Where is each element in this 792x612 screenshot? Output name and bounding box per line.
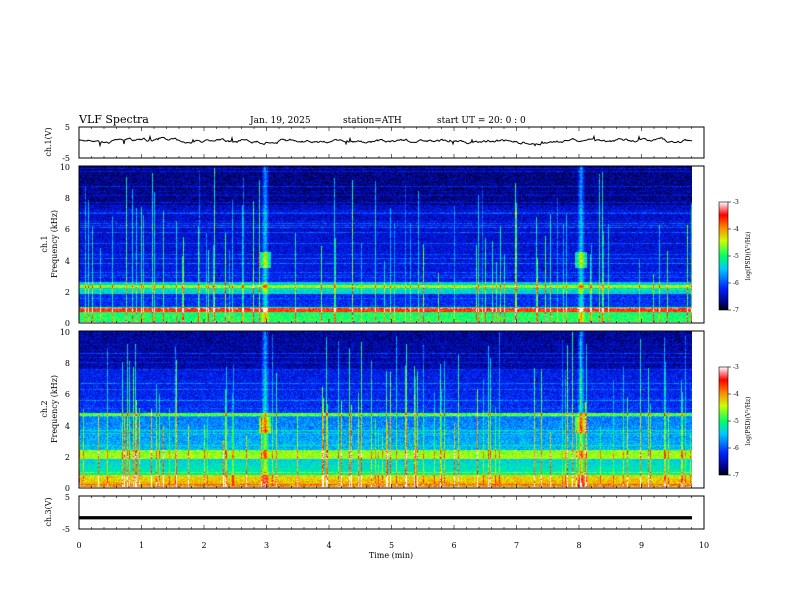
xtick-0: 0 [76,541,81,550]
ch2-ytick-0: 0 [65,484,70,493]
ch2-spectrogram-panel: 0 2 4 6 8 10 ch.2 Frequency (kHz) [40,328,705,493]
ch3-ytick-top: 5 [65,493,70,502]
ch2-spectrogram-ylabel-frequency: Frequency (kHz) [50,375,59,443]
xtick-1: 1 [139,541,144,550]
cb2-tick-m7: -7 [733,472,739,479]
ch2-ytick-6: 6 [65,390,70,399]
ch2-spectrogram-ticks [78,331,705,488]
ch2-spectrogram-image [79,331,692,487]
ch2-colorbar: -3 -4 -5 -6 -7 log(PSD)(V²/Hz) [718,364,752,479]
ch2-spectrogram-ylabel-channel: ch.2 [40,400,49,417]
cb1-tick-m6: -6 [733,280,739,287]
ch3-waveform-ticks [78,496,705,529]
xtick-5: 5 [389,541,394,550]
xtick-4: 4 [326,541,331,550]
ch1-ytick-8: 8 [65,194,70,203]
ch1-ytick-0: 0 [65,319,70,328]
ch1-ytick-bottom: -5 [62,154,70,163]
cb1-tick-m4: -4 [733,226,739,233]
cb2-label: log(PSD)(V²/Hz) [745,397,752,446]
ch3-ytick-bottom: -5 [62,525,70,534]
cb1-tick-m5: -5 [733,253,739,260]
ch1-ytick-2: 2 [65,288,70,297]
ch1-ytick-top: 5 [65,123,70,132]
xtick-3: 3 [264,541,269,550]
time-tick-labels: 0 1 2 3 4 5 6 7 8 9 10 [76,541,709,550]
ch1-ytick-6: 6 [65,225,70,234]
ch1-waveform-ticks [78,127,705,158]
ch2-ytick-4: 4 [65,422,70,431]
xtick-8: 8 [576,541,581,550]
ch1-waveform-ylabel: ch.1(V) [44,127,53,156]
xtick-9: 9 [639,541,644,550]
ch1-spectrogram-ylabel-channel: ch.1 [40,235,49,252]
xtick-6: 6 [451,541,456,550]
ch3-waveform-ylabel: ch.3(V) [44,497,53,526]
ch3-waveform-panel: 5 -5 ch.3(V) 0 1 2 3 4 5 6 7 8 9 10 Time… [44,493,709,560]
ch1-spectrogram-ticks [78,166,705,323]
xtick-2: 2 [201,541,206,550]
ch1-spectrogram-panel: 0 2 4 6 8 10 ch.1 Frequency (kHz) [40,163,705,328]
figure-title: VLF Spectra [78,113,149,126]
ch1-colorbar: -3 -4 -5 -6 -7 log(PSD)(V²/Hz) [718,199,752,314]
ch1-spectrogram-ylabel-frequency: Frequency (kHz) [50,210,59,278]
start-time-label: start UT = 20: 0 : 0 [437,116,526,126]
cb2-tick-m4: -4 [733,391,739,398]
ch1-ytick-4: 4 [65,257,70,266]
ch2-freq-tick-labels: 0 2 4 6 8 10 [60,328,70,493]
xtick-7: 7 [514,541,519,550]
ch1-spectrogram-image [79,166,692,322]
ch1-waveform-trace [78,134,693,148]
xtick-10: 10 [699,541,709,550]
ch2-ytick-10: 10 [60,328,70,337]
cb1-tick-m3: -3 [733,199,739,206]
ch1-waveform-panel: 5 -5 ch.1(V) [44,123,705,163]
cb1-tick-m7: -7 [733,307,739,314]
ch1-freq-tick-labels: 0 2 4 6 8 10 [60,163,70,328]
date-label: Jan. 19, 2025 [249,116,311,126]
ch1-ytick-10: 10 [60,163,70,172]
cb2-tick-m3: -3 [733,364,739,371]
ch2-ytick-8: 8 [65,359,70,368]
x-axis-label: Time (min) [369,551,413,560]
station-label: station=ATH [343,116,402,126]
ch2-ytick-2: 2 [65,453,70,462]
cb2-tick-m5: -5 [733,418,739,425]
cb1-label: log(PSD)(V²/Hz) [745,232,752,281]
cb2-tick-m6: -6 [733,445,739,452]
